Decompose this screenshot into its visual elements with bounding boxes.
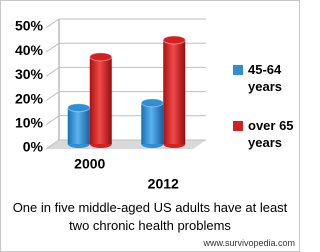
grid-line xyxy=(45,91,60,102)
y-tick-label: 40% xyxy=(15,42,44,58)
legend-swatch xyxy=(233,121,243,131)
bar xyxy=(89,56,112,144)
bar xyxy=(163,39,186,144)
chart-card: 0% 10% 20% 30% 40% 50% 2000 2012 45-64 years ov… xyxy=(0,0,300,252)
watermark: www.survivopedia.com xyxy=(203,238,295,248)
y-tick-label: 30% xyxy=(15,66,44,82)
bar xyxy=(67,107,90,144)
grid-line xyxy=(45,42,60,53)
grid-line xyxy=(45,139,60,150)
legend-swatch xyxy=(233,65,243,75)
bar xyxy=(141,102,164,144)
y-tick-label: 10% xyxy=(15,115,44,131)
bar-top xyxy=(67,103,91,113)
grid-line xyxy=(45,115,60,126)
x-tick-label: 2012 xyxy=(148,176,179,192)
bar-group xyxy=(140,98,164,148)
y-tick-label: 50% xyxy=(15,18,44,34)
grid-line xyxy=(45,18,60,29)
grid-line xyxy=(45,66,60,77)
y-tick-label: 20% xyxy=(15,90,44,106)
legend-label: 45-64 years xyxy=(248,62,282,94)
caption: One in five middle-aged US adults have a… xyxy=(12,200,288,233)
chart: 0% 10% 20% 30% 40% 50% 2000 2012 xyxy=(15,18,243,192)
legend-label: over 65 years xyxy=(248,118,294,150)
x-tick-label: 2000 xyxy=(74,156,105,172)
bar-group xyxy=(89,52,113,148)
bar-group xyxy=(67,103,91,148)
bar-top xyxy=(89,52,113,62)
bar-group xyxy=(162,35,186,148)
bar-top xyxy=(162,35,186,45)
y-tick-label: 0% xyxy=(23,139,44,155)
bar-top xyxy=(140,98,164,108)
